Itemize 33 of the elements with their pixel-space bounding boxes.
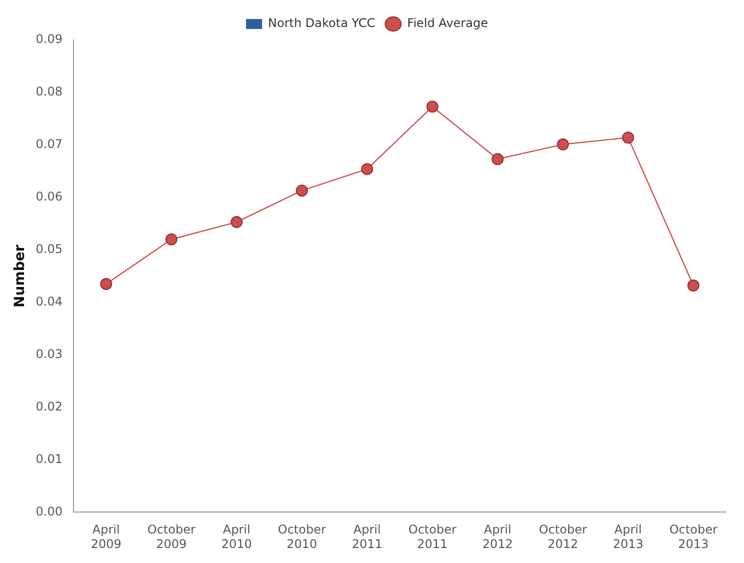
- y-tick-label: 0.00: [36, 504, 63, 518]
- y-tick-label: 0.07: [36, 137, 63, 152]
- x-tick-label: April 2009: [90, 522, 122, 551]
- y-tick-label: 0.03: [36, 346, 63, 361]
- y-tick-label: 0.05: [36, 242, 63, 256]
- y-tick-label: 0.08: [36, 84, 63, 99]
- point: [296, 184, 308, 197]
- y-axis-title: Number: [12, 244, 28, 308]
- point: [230, 216, 243, 228]
- x-tick-label: April 2010: [221, 522, 252, 551]
- point: [165, 233, 178, 246]
- y-tick-label: 0.09: [36, 32, 63, 46]
- point: [687, 280, 700, 292]
- point: [426, 100, 438, 113]
- y-tick-label: 0.02: [36, 399, 63, 414]
- point: [361, 163, 374, 176]
- y-tick-label: 0.06: [36, 190, 63, 204]
- y-tick-label: 0.01: [36, 452, 63, 466]
- x-tick-label: April 2013: [612, 522, 644, 551]
- x-tick-label: April 2012: [482, 522, 513, 551]
- legend-label: Field Average: [407, 16, 488, 30]
- x-tick-label: April 2011: [352, 522, 382, 551]
- point: [492, 153, 504, 166]
- point: [100, 278, 112, 290]
- y-tick-label: 0.04: [36, 294, 63, 308]
- point: [622, 132, 634, 144]
- x-tick-label: October 2011: [408, 522, 456, 551]
- legend-label: North Dakota YCC: [268, 16, 376, 30]
- x-tick-label: October 2010: [278, 522, 326, 551]
- point: [556, 138, 569, 150]
- x-tick-label: October 2012: [538, 522, 587, 551]
- x-tick-label: October 2009: [147, 522, 196, 551]
- x-tick-label: October 2013: [669, 522, 718, 551]
